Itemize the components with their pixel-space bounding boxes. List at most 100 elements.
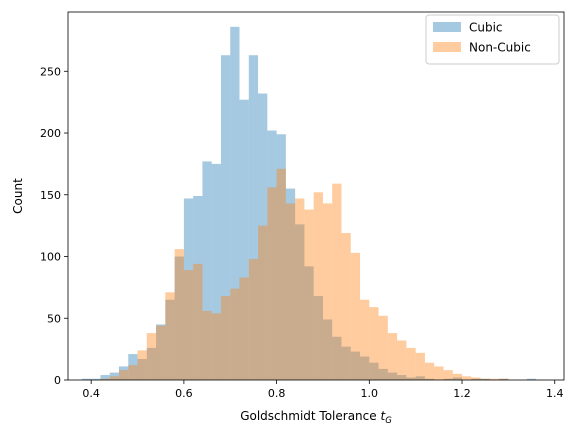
bar-cubic bbox=[258, 93, 268, 380]
bar-cubic bbox=[499, 378, 509, 380]
bar-non-cubic bbox=[285, 203, 296, 380]
bar-non-cubic bbox=[109, 376, 119, 380]
bar-cubic bbox=[304, 266, 314, 380]
bar-cubic bbox=[369, 362, 379, 380]
bar-non-cubic bbox=[350, 252, 361, 380]
bar-non-cubic bbox=[202, 310, 212, 380]
bar-non-cubic bbox=[415, 352, 425, 380]
bar-non-cubic bbox=[452, 373, 463, 380]
bar-cubic bbox=[146, 347, 157, 380]
bar-cubic bbox=[424, 378, 435, 380]
bar-cubic bbox=[248, 55, 259, 380]
x-tick-label: 0.4 bbox=[82, 387, 100, 400]
bar-non-cubic bbox=[443, 370, 453, 380]
bar-cubic bbox=[220, 55, 231, 380]
bar-non-cubic bbox=[239, 277, 249, 380]
bar-non-cubic bbox=[304, 209, 314, 380]
x-axis-label-text: Goldschmidt Tolerance bbox=[240, 409, 376, 423]
bar-non-cubic bbox=[332, 183, 342, 380]
bar-cubic bbox=[415, 376, 425, 380]
bar-non-cubic bbox=[489, 378, 500, 380]
x-axis-label-symbol: t bbox=[380, 409, 386, 423]
bar-cubic bbox=[452, 377, 463, 380]
bar-non-cubic bbox=[424, 362, 435, 380]
bar-cubic bbox=[285, 188, 296, 380]
bar-non-cubic bbox=[322, 203, 333, 380]
y-tick-label: 0 bbox=[54, 374, 61, 387]
x-axis-label: Goldschmidt Tolerance tG bbox=[240, 409, 392, 426]
bar-cubic bbox=[202, 161, 212, 380]
bar-cubic bbox=[118, 366, 129, 380]
bar-non-cubic bbox=[128, 365, 138, 380]
x-tick-label: 0.8 bbox=[268, 387, 286, 400]
bar-cubic bbox=[322, 319, 333, 380]
bar-non-cubic bbox=[360, 299, 370, 380]
bar-non-cubic bbox=[100, 378, 110, 380]
bar-non-cubic bbox=[369, 307, 379, 380]
bar-cubic bbox=[239, 99, 249, 381]
bar-cubic bbox=[109, 372, 119, 380]
bar-cubic bbox=[295, 224, 305, 380]
bar-non-cubic bbox=[165, 292, 175, 380]
y-tick-label: 250 bbox=[40, 65, 61, 78]
bar-cubic bbox=[341, 346, 351, 380]
bar-non-cubic bbox=[378, 315, 388, 380]
x-axis-ticks: 0.4 0.6 0.8 1.0 1.2 1.4 bbox=[82, 380, 563, 400]
bar-cubic bbox=[211, 163, 221, 380]
bar-cubic bbox=[230, 26, 240, 380]
bar-cubic bbox=[156, 324, 166, 380]
bar-cubic bbox=[406, 377, 416, 380]
y-tick-label: 150 bbox=[40, 189, 61, 202]
legend-label-cubic: Cubic bbox=[469, 21, 503, 35]
plot-frame bbox=[67, 11, 565, 381]
bar-cubic bbox=[137, 359, 147, 380]
bars-layer bbox=[81, 26, 537, 381]
bar-cubic bbox=[480, 378, 490, 380]
bar-non-cubic bbox=[211, 313, 221, 380]
bar-cubic bbox=[332, 336, 342, 380]
bar-cubic bbox=[91, 378, 101, 380]
bar-cubic bbox=[128, 354, 138, 380]
bar-cubic bbox=[378, 368, 388, 380]
y-axis-ticks: 0 50 100 150 200 250 bbox=[40, 65, 68, 387]
bar-non-cubic bbox=[258, 225, 268, 380]
x-tick-label: 1.4 bbox=[546, 387, 564, 400]
bar-cubic bbox=[81, 378, 92, 380]
bar-non-cubic bbox=[118, 370, 129, 380]
bar-cubic bbox=[387, 372, 398, 380]
bar-non-cubic bbox=[276, 168, 286, 380]
bar-non-cubic bbox=[156, 325, 166, 380]
bar-non-cubic bbox=[480, 378, 490, 380]
legend-swatch-cubic bbox=[433, 22, 461, 32]
bar-non-cubic bbox=[341, 233, 351, 380]
bar-non-cubic bbox=[137, 350, 147, 380]
x-tick-label: 1.0 bbox=[361, 387, 379, 400]
bar-cubic bbox=[100, 375, 110, 380]
legend: Cubic Non-Cubic bbox=[425, 14, 560, 65]
bar-non-cubic bbox=[499, 378, 509, 380]
bar-cubic bbox=[276, 134, 286, 380]
bar-cubic bbox=[165, 299, 175, 380]
bar-non-cubic bbox=[183, 270, 194, 380]
legend-box bbox=[425, 14, 560, 65]
bar-non-cubic bbox=[462, 376, 472, 380]
bar-non-cubic bbox=[193, 263, 203, 380]
bar-cubic bbox=[443, 378, 453, 380]
bar-cubic bbox=[174, 256, 184, 380]
legend-label-non-cubic: Non-Cubic bbox=[469, 41, 531, 55]
bar-cubic bbox=[397, 375, 407, 380]
bar-cubic bbox=[313, 296, 323, 380]
bar-cubic bbox=[471, 378, 481, 380]
bar-cubic bbox=[360, 356, 370, 380]
legend-swatch-non-cubic bbox=[433, 42, 461, 52]
bar-non-cubic bbox=[146, 333, 157, 380]
y-axis-label: Count bbox=[11, 178, 25, 214]
y-tick-label: 100 bbox=[40, 251, 61, 264]
y-tick-label: 200 bbox=[40, 127, 61, 140]
bar-cubic bbox=[193, 196, 203, 380]
y-tick-label: 50 bbox=[47, 312, 61, 325]
bar-cubic bbox=[526, 378, 537, 380]
bar-non-cubic bbox=[174, 249, 184, 380]
